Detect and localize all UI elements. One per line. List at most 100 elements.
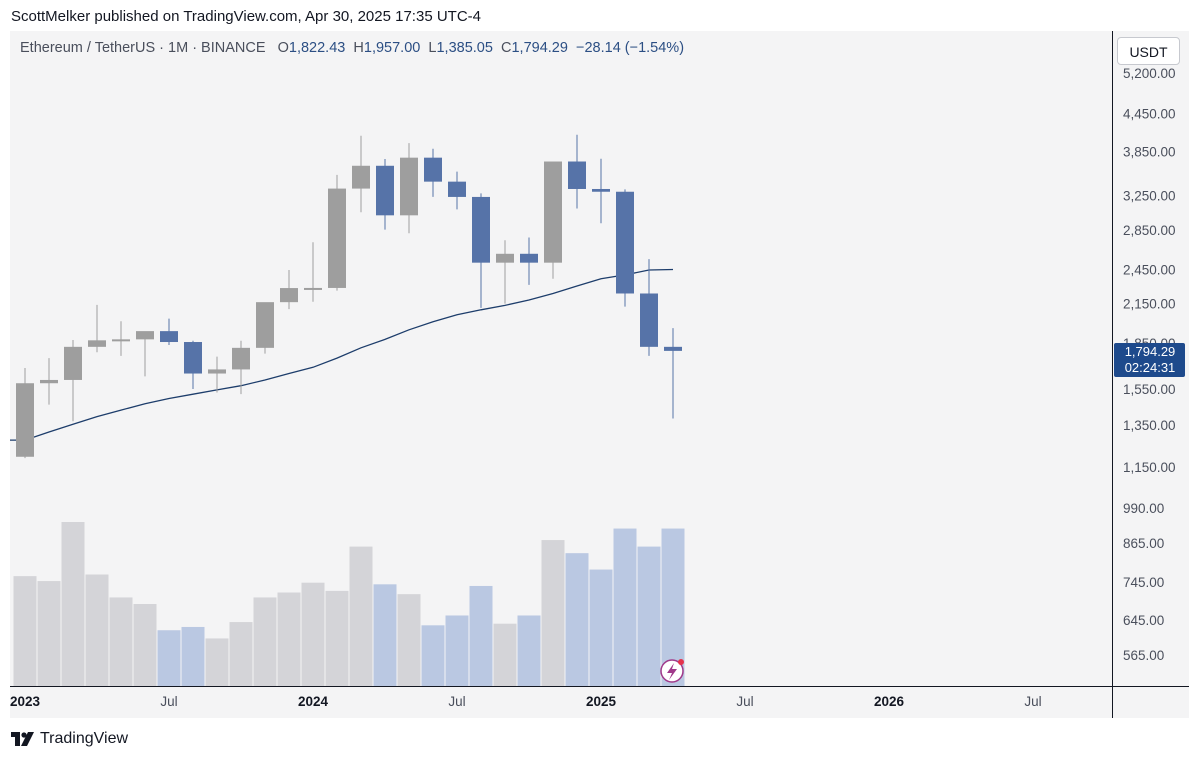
candle <box>400 143 418 234</box>
candle <box>520 237 538 285</box>
candle <box>280 270 298 310</box>
axes-layer <box>10 31 1189 718</box>
candle-body <box>448 181 466 197</box>
candle <box>184 340 202 390</box>
open-value: 1,822.43 <box>288 40 346 56</box>
volume-bar <box>325 590 349 686</box>
symbol-name: Ethereum / TetherUS · 1M · BINANCE <box>20 40 266 56</box>
time-axis-tick: 2024 <box>298 694 329 709</box>
candle-body <box>544 161 562 263</box>
volume-layer <box>13 522 685 686</box>
time-axis-tick: Jul <box>1024 694 1041 709</box>
volume-bar <box>349 546 373 686</box>
price-axis-tick: 745.00 <box>1123 575 1164 590</box>
price-axis-tick: 3,850.00 <box>1123 144 1176 159</box>
price-axis-tick: 5,200.00 <box>1123 66 1176 81</box>
tradingview-logo-text: TradingView <box>40 730 129 747</box>
candle <box>112 321 130 356</box>
candle-body <box>136 331 154 340</box>
candle <box>88 304 106 353</box>
close-value: 1,794.29 <box>511 40 568 56</box>
candle-body <box>160 331 178 343</box>
candle <box>664 328 682 419</box>
price-axis: 5,200.00 4,450.00 3,850.00 3,250.00 2,850.00… <box>1123 66 1176 663</box>
candle <box>544 161 562 279</box>
candle <box>472 193 490 308</box>
change-value: −28.14 (−1.54%) <box>576 40 685 56</box>
price-axis-tick: 1,150.00 <box>1123 460 1176 475</box>
volume-bar <box>157 630 181 686</box>
volume-bar <box>565 553 589 686</box>
low-label: L <box>428 40 437 56</box>
price-axis-tick: 1,350.00 <box>1123 418 1176 433</box>
candle-body <box>88 340 106 347</box>
candle-body <box>40 379 58 384</box>
volume-bar <box>589 569 613 686</box>
candle-body <box>328 188 346 288</box>
candle <box>352 135 370 213</box>
candle <box>232 340 250 395</box>
candle <box>640 259 658 356</box>
moving-average-layer <box>10 268 674 441</box>
candle <box>448 171 466 210</box>
time-axis-tick: 2026 <box>874 694 905 709</box>
lightning-icon[interactable] <box>660 659 684 683</box>
high-label: H <box>353 40 364 56</box>
candle <box>208 356 226 393</box>
volume-bar <box>13 576 37 686</box>
volume-bar <box>469 585 493 686</box>
candle-body <box>520 253 538 263</box>
publish-header: ScottMelker published on TradingView.com… <box>11 8 481 25</box>
volume-bar <box>661 528 685 686</box>
candle-body <box>640 293 658 347</box>
time-axis-tick: 2023 <box>10 694 41 709</box>
price-axis-tick: 565.00 <box>1123 648 1164 663</box>
price-axis-tick: 2,850.00 <box>1123 223 1176 238</box>
candle-body <box>472 196 490 263</box>
low-value: 1,385.05 <box>436 40 493 56</box>
candle <box>16 368 34 459</box>
candle <box>64 340 82 422</box>
volume-bar <box>493 623 517 686</box>
volume-bar <box>277 592 301 686</box>
price-tag-bg <box>1114 343 1185 377</box>
candle-body <box>232 347 250 370</box>
tradingview-logo-icon <box>11 732 34 746</box>
candle <box>376 159 394 230</box>
volume-bar <box>37 581 61 686</box>
currency-button[interactable]: USDT <box>1117 37 1180 65</box>
price-axis-tick: 1,550.00 <box>1123 382 1176 397</box>
candle <box>304 242 322 302</box>
candle-body <box>616 191 634 294</box>
candle-body <box>280 288 298 303</box>
time-axis-tick: Jul <box>448 694 465 709</box>
candle <box>40 358 58 405</box>
price-axis-tick: 3,250.00 <box>1123 189 1176 204</box>
candle-body <box>256 302 274 348</box>
price-axis-tick: 990.00 <box>1123 501 1164 516</box>
volume-bar <box>61 522 85 686</box>
close-label: C <box>501 40 512 56</box>
candle <box>568 134 586 209</box>
price-tag: 1,794.29 02:24:31 <box>1114 343 1185 377</box>
candle-body <box>184 342 202 374</box>
candle <box>328 174 346 291</box>
volume-bar <box>541 540 565 686</box>
volume-bar <box>133 604 157 686</box>
volume-bar <box>373 584 397 686</box>
candle-body <box>112 339 130 342</box>
candle <box>496 240 514 304</box>
volume-bar <box>421 625 445 686</box>
candle-body <box>664 346 682 351</box>
time-axis-tick: Jul <box>736 694 753 709</box>
symbol-legend: Ethereum / TetherUS · 1M · BINANCE O1,82… <box>20 40 684 56</box>
candle <box>256 302 274 354</box>
tradingview-logo[interactable]: TradingView <box>11 730 128 748</box>
candle-body <box>496 253 514 263</box>
volume-bar <box>397 594 421 686</box>
volume-bar <box>253 597 277 686</box>
volume-bar <box>445 615 469 686</box>
candle-body <box>208 369 226 374</box>
candle <box>616 189 634 307</box>
